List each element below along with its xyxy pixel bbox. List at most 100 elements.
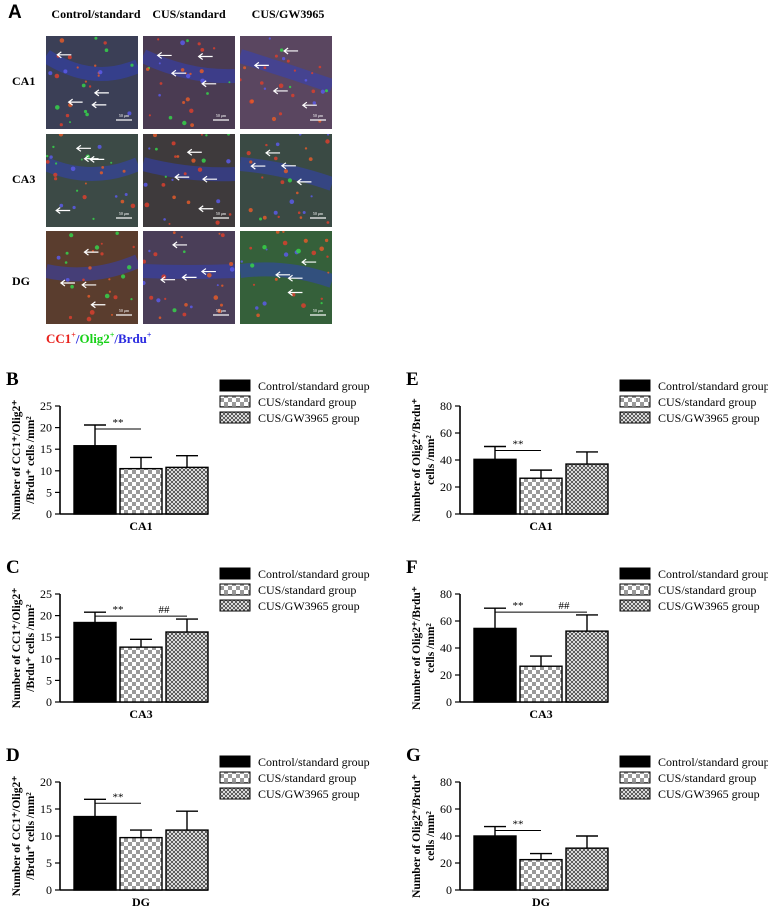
bar-control bbox=[473, 627, 517, 703]
y-axis-label: Number of Olig2⁺/Brdu⁺ cells /mm² bbox=[411, 398, 437, 522]
y-tick-label: 80 bbox=[440, 399, 452, 413]
y-tick-label: 20 bbox=[440, 856, 452, 870]
micrograph-ca3-cus-standard: 50 μm bbox=[143, 134, 235, 227]
bar-cus-standard bbox=[119, 646, 163, 703]
y-tick-label: 25 bbox=[40, 399, 52, 413]
significance-label: ** bbox=[513, 600, 524, 612]
legend-swatch bbox=[619, 599, 651, 612]
chart-g: G Number of Olig2⁺/Brdu⁺ cells /mm² 0 20 40 60… bbox=[400, 738, 768, 913]
scale-bar-label: 50 μm bbox=[313, 113, 324, 118]
significance-label: ** bbox=[113, 604, 124, 616]
scale-bar-label: 50 μm bbox=[313, 211, 324, 216]
y-axis-label: Number of CC1⁺/Olig2⁺/Brdu⁺ cells /mm² bbox=[11, 588, 37, 709]
error-bar bbox=[130, 829, 152, 838]
legend-label: CUS/standard group bbox=[658, 583, 756, 597]
y-tick-label: 0 bbox=[46, 883, 52, 897]
error-bar bbox=[130, 456, 152, 469]
y-tick-label: 40 bbox=[440, 641, 452, 655]
y-tick-label: 20 bbox=[40, 775, 52, 789]
y-tick-label: 10 bbox=[40, 652, 52, 666]
error-bar bbox=[176, 810, 198, 831]
significance-label: ## bbox=[159, 604, 171, 616]
bar-cus-gw3965 bbox=[565, 630, 609, 703]
legend-swatch bbox=[219, 395, 251, 408]
legend-label: CUS/GW3965 group bbox=[658, 787, 760, 801]
y-axis-label: Number of CC1⁺/Olig2⁺/Brdu⁺ cells /mm² bbox=[11, 776, 37, 897]
significance-label: ** bbox=[513, 819, 524, 831]
y-tick-label: 40 bbox=[440, 453, 452, 467]
micrograph-ca3-control: 50 μm bbox=[46, 134, 138, 227]
legend-swatch bbox=[219, 755, 251, 768]
panel-label-d: D bbox=[6, 745, 20, 766]
error-bar bbox=[176, 618, 198, 633]
bar-cus-standard bbox=[519, 477, 563, 515]
y-tick-label: 40 bbox=[440, 829, 452, 843]
significance-label: ** bbox=[113, 791, 124, 803]
error-bar bbox=[84, 424, 106, 446]
legend-swatch bbox=[219, 567, 251, 580]
panel-label-f: F bbox=[406, 557, 418, 578]
bar-cus-gw3965 bbox=[565, 847, 609, 891]
y-tick-label: 60 bbox=[440, 614, 452, 628]
legend-label: CUS/standard group bbox=[258, 583, 356, 597]
bar-control bbox=[473, 835, 517, 891]
legend-label: CUS/GW3965 group bbox=[658, 411, 760, 425]
column-header-cus-gw3965: CUS/GW3965 bbox=[251, 7, 325, 21]
y-tick-label: 20 bbox=[440, 668, 452, 682]
legend-label: CUS/GW3965 group bbox=[258, 787, 360, 801]
y-tick-label: 10 bbox=[40, 829, 52, 843]
legend-swatch bbox=[619, 395, 651, 408]
y-tick-label: 5 bbox=[46, 673, 52, 687]
bar-cus-gw3965 bbox=[165, 466, 209, 515]
panel-label-c: C bbox=[6, 557, 20, 578]
legend-label: Control/standard group bbox=[258, 567, 370, 581]
micrograph-dg-cus-standard: 50 μm bbox=[143, 231, 235, 324]
y-tick-label: 0 bbox=[446, 507, 452, 521]
legend-swatch bbox=[619, 411, 651, 424]
error-bar bbox=[484, 445, 506, 460]
legend-label: Control/standard group bbox=[658, 379, 768, 393]
x-axis-label: CA3 bbox=[129, 707, 152, 721]
legend-swatch bbox=[219, 379, 251, 392]
significance-label: ** bbox=[113, 417, 124, 429]
stain-cc1: CC1+ bbox=[46, 331, 76, 347]
y-tick-label: 15 bbox=[40, 802, 52, 816]
bar-cus-standard bbox=[519, 858, 563, 891]
row-header-ca1: CA1 bbox=[12, 74, 36, 88]
y-tick-label: 80 bbox=[440, 775, 452, 789]
legend-swatch bbox=[219, 599, 251, 612]
y-tick-label: 0 bbox=[446, 695, 452, 709]
y-tick-label: 20 bbox=[40, 421, 52, 435]
micrograph-dg-control: 50 μm bbox=[46, 231, 138, 324]
legend-label: CUS/standard group bbox=[658, 395, 756, 409]
legend-swatch bbox=[619, 379, 651, 392]
legend-label: CUS/standard group bbox=[658, 771, 756, 785]
error-bar bbox=[484, 825, 506, 836]
legend-swatch bbox=[219, 771, 251, 784]
x-axis-label: CA3 bbox=[529, 707, 552, 721]
y-axis-label: Number of Olig2⁺/Brdu⁺ cells /mm² bbox=[411, 774, 437, 898]
y-tick-label: 5 bbox=[46, 856, 52, 870]
bar-cus-standard bbox=[119, 467, 163, 515]
chart-e: E Number of Olig2⁺/Brdu⁺ cells /mm² 0 20 40 60… bbox=[400, 362, 768, 537]
bar-cus-standard bbox=[119, 836, 163, 891]
x-axis-label: CA1 bbox=[529, 519, 552, 533]
x-axis-label: DG bbox=[132, 895, 150, 909]
legend-label: CUS/GW3965 group bbox=[658, 599, 760, 613]
error-bar bbox=[530, 655, 552, 667]
scale-bar-label: 50 μm bbox=[119, 308, 130, 313]
error-bar bbox=[576, 451, 598, 465]
significance-label: ** bbox=[513, 439, 524, 451]
y-axis-label: Number of Olig2⁺/Brdu⁺ cells /mm² bbox=[411, 586, 437, 710]
legend-label: Control/standard group bbox=[258, 379, 370, 393]
panel-label-g: G bbox=[406, 745, 421, 766]
y-tick-label: 20 bbox=[440, 480, 452, 494]
legend-swatch bbox=[219, 787, 251, 800]
y-tick-label: 60 bbox=[440, 426, 452, 440]
error-bar bbox=[576, 835, 598, 849]
y-tick-label: 20 bbox=[40, 609, 52, 623]
legend-label: CUS/standard group bbox=[258, 771, 356, 785]
panel-label-b: B bbox=[6, 369, 19, 390]
error-bar bbox=[530, 469, 552, 479]
bar-cus-gw3965 bbox=[165, 829, 209, 891]
